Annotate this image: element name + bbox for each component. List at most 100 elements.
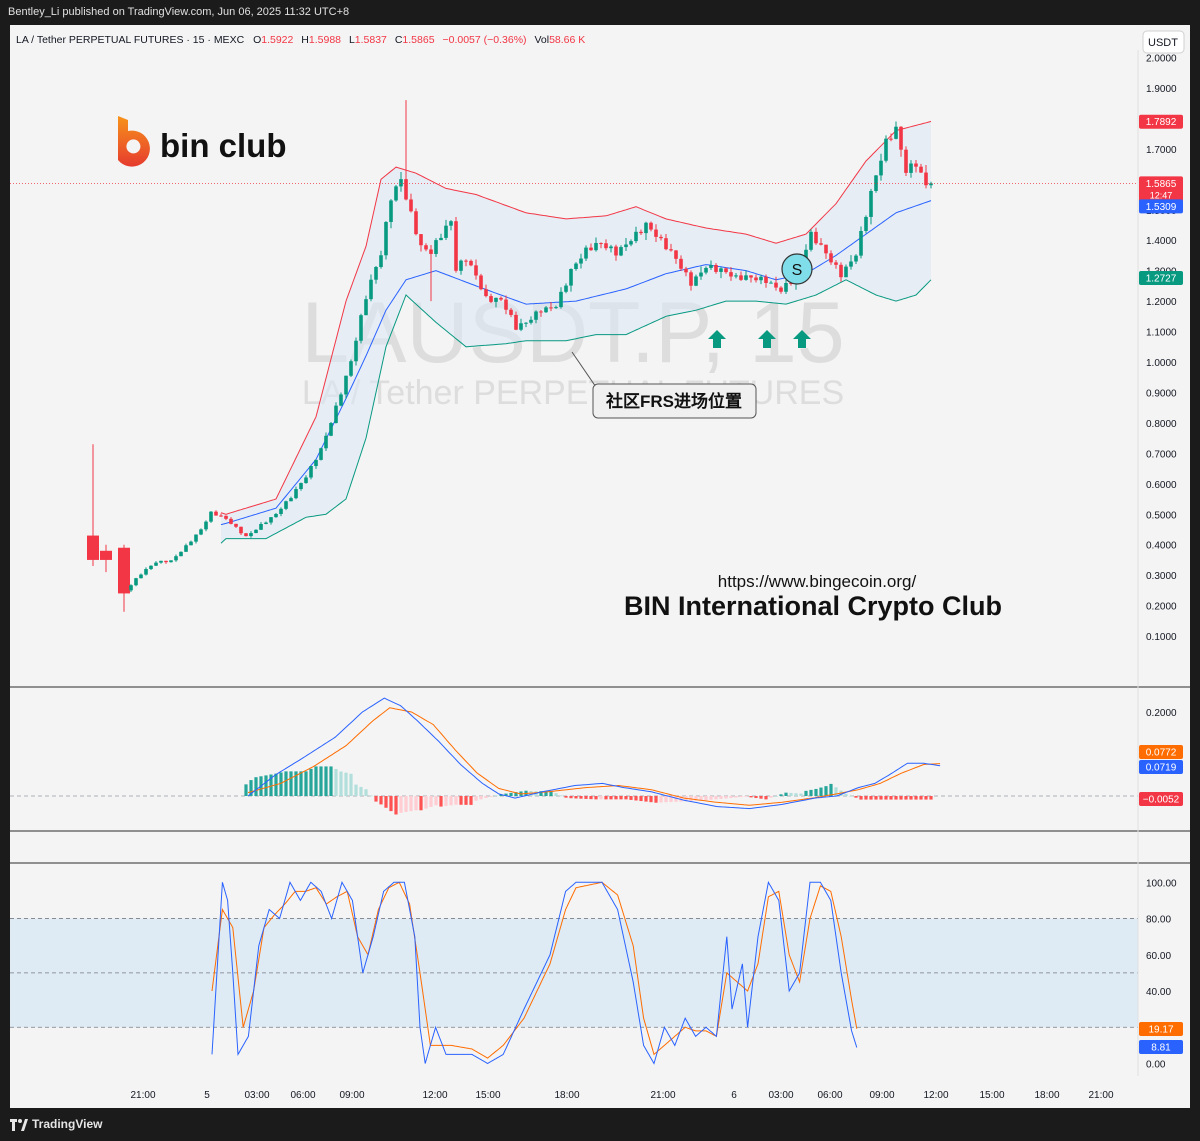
- candle[interactable]: [87, 444, 99, 567]
- candle[interactable]: [829, 250, 833, 265]
- candle[interactable]: [929, 181, 933, 189]
- candle[interactable]: [494, 297, 498, 308]
- candle[interactable]: [309, 465, 313, 480]
- candle[interactable]: [179, 551, 183, 557]
- candle[interactable]: [344, 375, 348, 399]
- candle[interactable]: [674, 250, 678, 264]
- candle[interactable]: [289, 496, 293, 502]
- candle[interactable]: [429, 245, 433, 302]
- candle[interactable]: [549, 301, 553, 312]
- candle[interactable]: [864, 215, 868, 234]
- candle[interactable]: [199, 528, 203, 536]
- candle[interactable]: [879, 153, 883, 181]
- candle[interactable]: [894, 121, 898, 140]
- candle[interactable]: [129, 584, 133, 593]
- candle[interactable]: [159, 560, 163, 564]
- candle[interactable]: [144, 567, 148, 576]
- candle[interactable]: [919, 163, 923, 173]
- candle[interactable]: [469, 259, 473, 267]
- macd-line[interactable]: [247, 697, 941, 810]
- candle[interactable]: [314, 459, 318, 469]
- candle[interactable]: [189, 540, 193, 546]
- candle[interactable]: [339, 392, 343, 407]
- candle[interactable]: [174, 554, 178, 562]
- candle[interactable]: [319, 447, 323, 461]
- candle[interactable]: [759, 274, 763, 285]
- candle[interactable]: [514, 311, 518, 331]
- candle[interactable]: [699, 266, 703, 280]
- candle[interactable]: [154, 561, 158, 567]
- candle[interactable]: [599, 242, 603, 249]
- candle[interactable]: [484, 284, 488, 298]
- candle[interactable]: [529, 316, 533, 325]
- candle[interactable]: [294, 486, 298, 500]
- candle[interactable]: [904, 146, 908, 177]
- candle[interactable]: [729, 267, 733, 281]
- candle[interactable]: [564, 283, 568, 294]
- candle[interactable]: [684, 266, 688, 277]
- candle[interactable]: [194, 534, 198, 544]
- candle[interactable]: [474, 259, 478, 280]
- candle[interactable]: [274, 513, 278, 518]
- candle[interactable]: [324, 432, 328, 451]
- stoch-d-line[interactable]: [211, 881, 858, 1059]
- candle[interactable]: [869, 188, 873, 225]
- candle[interactable]: [694, 274, 698, 287]
- candle[interactable]: [284, 500, 288, 511]
- candle[interactable]: [839, 262, 843, 282]
- candle[interactable]: [719, 267, 723, 279]
- candle[interactable]: [649, 221, 653, 232]
- candle[interactable]: [874, 174, 878, 193]
- candle[interactable]: [269, 517, 273, 525]
- candle[interactable]: [594, 237, 598, 252]
- bollinger-basis-line[interactable]: [220, 200, 932, 526]
- currency-button[interactable]: USDT: [1142, 30, 1185, 54]
- candle[interactable]: [539, 310, 543, 317]
- candle[interactable]: [819, 238, 823, 246]
- candle[interactable]: [389, 199, 393, 229]
- candle[interactable]: [639, 229, 643, 235]
- candle[interactable]: [264, 521, 268, 525]
- chart-area[interactable]: LAUSDT.P, 15 LA / Tether PERPETUAL FUTUR…: [10, 25, 1190, 1108]
- candle[interactable]: [704, 266, 708, 275]
- candle[interactable]: [329, 421, 333, 437]
- candle[interactable]: [444, 219, 448, 241]
- candle[interactable]: [419, 233, 423, 252]
- candle[interactable]: [734, 273, 738, 279]
- candle[interactable]: [809, 229, 813, 252]
- candle[interactable]: [849, 255, 853, 270]
- candle[interactable]: [434, 238, 438, 257]
- candle[interactable]: [249, 531, 253, 538]
- candle[interactable]: [244, 533, 248, 537]
- candle[interactable]: [499, 296, 503, 302]
- candle[interactable]: [824, 244, 828, 259]
- candle[interactable]: [259, 522, 263, 530]
- candle[interactable]: [669, 243, 673, 252]
- candle[interactable]: [464, 259, 468, 267]
- candle[interactable]: [118, 544, 130, 612]
- candle[interactable]: [334, 402, 338, 424]
- candle[interactable]: [384, 221, 388, 260]
- candle[interactable]: [504, 295, 508, 315]
- candle[interactable]: [219, 513, 223, 517]
- candle[interactable]: [749, 275, 753, 283]
- candle[interactable]: [689, 270, 693, 291]
- candle[interactable]: [374, 265, 378, 284]
- candle[interactable]: [304, 475, 308, 484]
- sell-signal-marker[interactable]: S: [781, 253, 813, 285]
- candle[interactable]: [899, 126, 903, 157]
- candle[interactable]: [164, 560, 168, 564]
- candle[interactable]: [574, 262, 578, 271]
- candle[interactable]: [349, 359, 353, 378]
- candle[interactable]: [624, 237, 628, 251]
- macd-signal-line[interactable]: [247, 707, 941, 806]
- candle[interactable]: [844, 264, 848, 278]
- stoch-k-line[interactable]: [211, 880, 858, 1065]
- candle[interactable]: [214, 510, 218, 516]
- candle[interactable]: [859, 226, 863, 259]
- candle[interactable]: [754, 274, 758, 283]
- candle[interactable]: [544, 306, 548, 313]
- candle[interactable]: [519, 318, 523, 332]
- bollinger-upper-line[interactable]: [220, 120, 932, 515]
- candle[interactable]: [589, 243, 593, 251]
